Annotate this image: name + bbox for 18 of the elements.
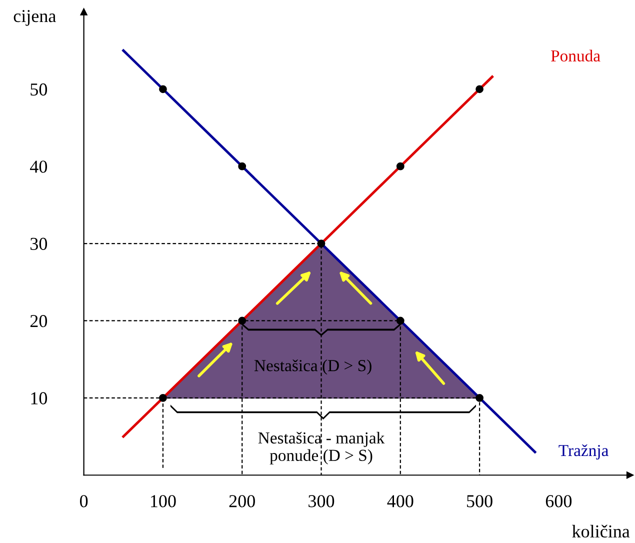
x-axis-title: količina [572,524,630,538]
y-tick-label: 10 [31,392,48,404]
x-tick-label: 100 [151,495,176,508]
y-axis-title: cijena [14,10,56,26]
y-tick-label: 30 [30,238,48,250]
x-tick-label: 500 [467,495,492,508]
x-tick-label: 300 [308,495,334,508]
x-tick-label: 0 [80,495,88,508]
annotation: Nestašica (D > S) [254,359,372,375]
y-tick-label: 20 [30,314,48,328]
x-tick-label: 400 [387,495,414,508]
x-tick-label: 200 [229,495,255,508]
y-tick-label: 40 [30,160,48,173]
x-tick-label: 600 [546,495,572,508]
text: Ponuda [551,50,600,62]
series-label: Tražnja [558,444,608,460]
y-tick-label: 50 [30,83,48,96]
annotation: Nestašica - manjak ponude (D > S) [258,432,385,464]
